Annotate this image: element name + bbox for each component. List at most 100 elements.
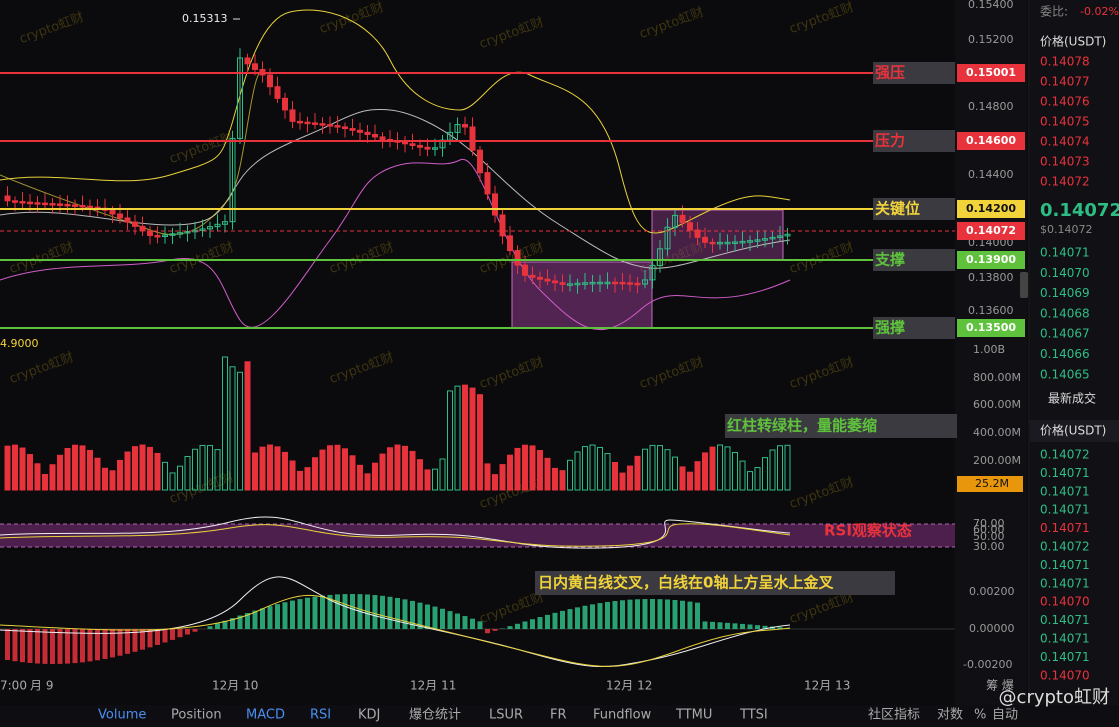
volume-bar (754, 467, 761, 491)
trade-price: 0.14072 (1040, 540, 1090, 554)
macd-bar (597, 603, 603, 629)
candle (199, 228, 206, 231)
tab[interactable]: FR (550, 708, 567, 723)
macd-bar (185, 629, 190, 635)
bid-price: 0.14069 (1040, 286, 1090, 300)
volume-bar (147, 446, 153, 491)
watermark: crypto虹财 (7, 350, 76, 387)
scroll-handle[interactable] (1020, 272, 1028, 298)
high-label: 0.15313 (182, 12, 228, 25)
bid-price: 0.14070 (1040, 266, 1090, 280)
tab[interactable]: Volume (98, 708, 146, 723)
candle (507, 235, 513, 252)
trade-price: 0.14071 (1040, 521, 1090, 535)
candle (19, 201, 26, 204)
tab[interactable]: TTSI (739, 708, 768, 723)
trade-price: 0.14071 (1040, 576, 1090, 590)
macd-bar (252, 610, 258, 629)
candle (454, 124, 461, 133)
macd-bar (335, 594, 340, 629)
watermark: crypto虹财 (477, 590, 546, 627)
macd-tick: 0.00200 (969, 585, 1015, 598)
macd-bar (305, 597, 310, 629)
tab[interactable]: LSUR (489, 708, 523, 723)
volume-bar (612, 461, 618, 491)
level-name: 关键位 (875, 200, 920, 218)
watermark: crypto虹财 (787, 0, 856, 37)
volume-bar (477, 394, 483, 491)
macd-bar (95, 629, 100, 661)
volume-bar (372, 462, 378, 491)
trade-price: 0.14071 (1040, 650, 1090, 664)
macd-bar (170, 629, 175, 640)
volume-bar (304, 467, 311, 491)
macd-bar (627, 599, 633, 629)
volume-bar (552, 467, 558, 491)
volume-tick: 800.00M (973, 371, 1021, 384)
macd-bar (395, 597, 400, 629)
volume-bar (604, 453, 611, 491)
candle (477, 149, 483, 174)
level-name: 压力 (875, 132, 905, 150)
volume-bar (642, 448, 648, 491)
trade-price: 0.14071 (1040, 466, 1090, 480)
tab[interactable]: 爆仓统计 (409, 708, 461, 723)
tab[interactable]: KDJ (358, 708, 380, 723)
candle (327, 124, 333, 127)
candle (657, 248, 663, 267)
ask-price: 0.14074 (1040, 135, 1090, 149)
ask-price: 0.14077 (1040, 75, 1090, 89)
tab[interactable]: Position (171, 708, 222, 723)
tab[interactable]: Fundflow (593, 708, 652, 723)
toolbar-item[interactable]: 对数 (937, 708, 963, 723)
volume-bar (394, 444, 401, 491)
level-name: 支撑 (874, 251, 905, 269)
price-tag-label: 0.13900 (966, 253, 1016, 266)
tab[interactable]: MACD (246, 708, 285, 723)
toolbar-item[interactable]: % (974, 708, 986, 723)
macd-bar (267, 606, 273, 629)
volume-bar (687, 471, 693, 491)
price-tag (957, 64, 1025, 82)
brand: @crypto虹财 (999, 687, 1110, 708)
tab[interactable]: TTMU (675, 708, 712, 723)
volume-bar (544, 457, 551, 491)
volume-tick: 1.00B (973, 343, 1005, 356)
ma-line (0, 69, 266, 235)
volume-bar (319, 449, 326, 491)
volume-bar (619, 472, 626, 491)
volume-bar (424, 469, 431, 491)
volume-bar (597, 446, 603, 491)
candle (777, 235, 783, 238)
volume-bar (42, 473, 48, 491)
volume-bar (769, 449, 776, 491)
candle (27, 201, 33, 205)
candle (34, 202, 41, 205)
candle (177, 232, 183, 235)
volume-bar (94, 457, 101, 491)
toolbar-item[interactable]: 自动 (992, 708, 1018, 723)
macd-bar (87, 629, 93, 662)
macd-bar (102, 629, 108, 659)
candle (207, 226, 213, 230)
volume-bar (574, 451, 581, 491)
candle (357, 129, 363, 133)
macd-bar (65, 629, 70, 664)
volume-bar (702, 452, 708, 491)
macd-bar (477, 621, 483, 629)
candle (709, 241, 716, 245)
candle (469, 126, 476, 151)
volume-bar (199, 444, 206, 491)
toolbar-item[interactable]: 社区指标 (868, 707, 920, 723)
note: 红柱转绿柱，量能萎缩 (727, 417, 877, 435)
macd-bar (27, 629, 33, 663)
macd-bar (125, 629, 130, 654)
bid-price: 0.14068 (1040, 306, 1090, 320)
tab[interactable]: RSI (310, 708, 331, 723)
price-tag (957, 476, 1023, 492)
macd-bar (245, 613, 250, 629)
candle (567, 283, 573, 286)
macd-bar (80, 629, 85, 663)
macd-bar (380, 595, 385, 629)
band-upper (0, 9, 791, 234)
